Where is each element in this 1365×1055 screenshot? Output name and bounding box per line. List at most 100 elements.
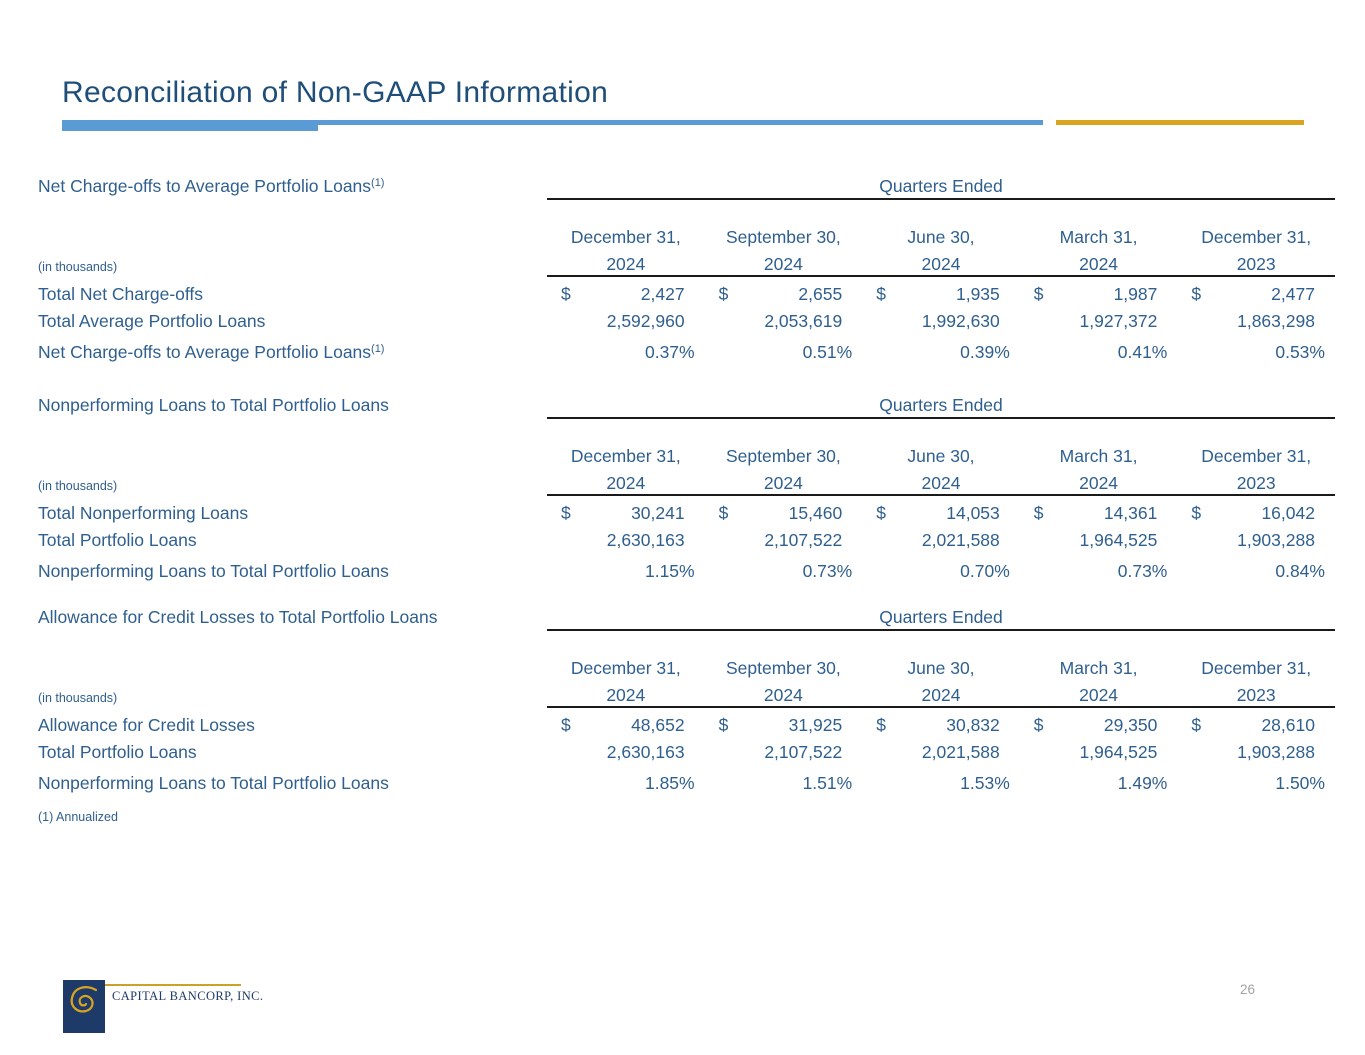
data-row: Total Net Charge-offs $2,427 $2,655 $1,935 $…: [38, 281, 1335, 308]
section-label: Nonperforming Loans to Total Portfolio L…: [38, 395, 389, 416]
value-cell: 0.53%: [1177, 342, 1335, 363]
title-underline-gold: [1056, 120, 1304, 125]
header-rule-top: [547, 629, 1335, 631]
column-header-line1: March 31,: [1059, 446, 1138, 466]
value-cell: 0.39%: [862, 342, 1020, 363]
value-cell: $16,042: [1177, 503, 1335, 524]
column-header: September 30, 2024: [705, 655, 863, 709]
cell-value: 1.53%: [960, 773, 1010, 793]
column-header-line1: December 31,: [570, 227, 681, 247]
data-row: Total Portfolio Loans 2,630,163 2,107,522 2…: [38, 739, 1335, 766]
column-header-line2: 2024: [763, 685, 803, 705]
cell-value: 0.84%: [1275, 561, 1325, 581]
cell-value: 2,592,960: [606, 311, 685, 331]
dollar-sign: $: [561, 503, 571, 523]
column-header: June 30, 2024: [862, 655, 1020, 709]
column-header: December 31, 2024: [547, 224, 705, 278]
cell-value: 1,903,288: [1237, 742, 1315, 762]
cell-value: 1.15%: [644, 561, 695, 581]
column-header-line1: December 31,: [570, 446, 681, 466]
column-header-line1: June 30,: [907, 227, 975, 247]
value-cell: $1,987: [1020, 284, 1178, 305]
cell-value: 48,652: [631, 715, 685, 735]
row-label: Allowance for Credit Losses: [38, 715, 547, 736]
row-label-text: Allowance for Credit Losses: [38, 715, 255, 735]
cell-value: 1,903,288: [1237, 530, 1315, 550]
page-title: Reconciliation of Non-GAAP Information: [62, 76, 609, 109]
column-header-line1: September 30,: [725, 658, 841, 678]
cell-value: 1.49%: [1117, 773, 1168, 793]
column-header: September 30, 2024: [705, 443, 863, 497]
column-header-line2: 2024: [1079, 473, 1119, 493]
dollar-sign: $: [718, 715, 729, 735]
column-header: March 31, 2024: [1020, 443, 1178, 497]
row-label-superscript: (1): [371, 343, 385, 355]
cell-value: 30,832: [946, 715, 1000, 735]
column-header-line1: December 31,: [570, 658, 681, 678]
row-label: Total Net Charge-offs: [38, 284, 547, 305]
column-header-line2: 2023: [1236, 685, 1276, 705]
value-cell: $2,477: [1177, 284, 1335, 305]
column-header: September 30, 2024: [705, 224, 863, 278]
table-section-allowance-credit-losses: Allowance for Credit Losses to Total Por…: [38, 607, 1335, 812]
value-cell: $48,652: [547, 715, 705, 736]
row-label-text: Total Average Portfolio Loans: [38, 311, 266, 331]
column-header-line1: March 31,: [1059, 227, 1138, 247]
column-header: June 30, 2024: [862, 224, 1020, 278]
cell-value: 1,987: [1113, 284, 1158, 304]
data-row: Allowance for Credit Losses $48,652 $31,92…: [38, 712, 1335, 739]
column-header: June 30, 2024: [862, 443, 1020, 497]
data-row: Nonperforming Loans to Total Portfolio L…: [38, 770, 1335, 797]
value-cell: 2,107,522: [705, 530, 863, 551]
value-cell: 1,863,298: [1177, 311, 1335, 332]
dollar-sign: $: [561, 715, 571, 735]
cell-value: 1.85%: [644, 773, 695, 793]
cell-value: 2,107,522: [764, 530, 843, 550]
value-cell: 1.53%: [862, 773, 1020, 794]
row-label: Net Charge-offs to Average Portfolio Loa…: [38, 342, 547, 363]
column-header: March 31, 2024: [1020, 224, 1178, 278]
dollar-sign: $: [1191, 284, 1202, 304]
dollar-sign: $: [876, 284, 886, 304]
value-cell: 0.51%: [705, 342, 863, 363]
cell-value: 2,021,588: [921, 742, 1000, 762]
section-label: Net Charge-offs to Average Portfolio Loa…: [38, 176, 384, 197]
value-cell: 2,021,588: [862, 530, 1020, 551]
section-label-superscript: (1): [371, 177, 385, 189]
units-note: (in thousands): [38, 691, 118, 705]
column-headers: December 31, 2024 September 30, 2024 June 30…: [547, 655, 1335, 709]
value-cell: $14,361: [1020, 503, 1178, 524]
footnote: (1) Annualized: [38, 810, 118, 824]
value-cell: $15,460: [705, 503, 863, 524]
section-label: Allowance for Credit Losses to Total Por…: [38, 607, 437, 628]
column-header-line2: 2023: [1236, 254, 1276, 274]
dollar-sign: $: [1033, 503, 1044, 523]
column-header-line1: September 30,: [725, 227, 841, 247]
column-header-line1: March 31,: [1059, 658, 1138, 678]
cell-value: 1,964,525: [1079, 530, 1158, 550]
value-cell: $28,610: [1177, 715, 1335, 736]
table-rows: Total Nonperforming Loans $30,241 $15,460 $…: [38, 500, 1335, 585]
column-header: December 31, 2023: [1177, 224, 1335, 278]
quarters-ended-label: Quarters Ended: [879, 607, 1003, 627]
row-label: Total Nonperforming Loans: [38, 503, 547, 524]
company-logo: CAPITAL BANCORP, INC.: [63, 980, 303, 1040]
section-label-text: Net Charge-offs to Average Portfolio Loa…: [38, 176, 372, 196]
cell-value: 1.51%: [802, 773, 853, 793]
cell-value: 29,350: [1103, 715, 1158, 735]
cell-value: 2,630,163: [606, 530, 685, 550]
column-header-line2: 2024: [763, 473, 803, 493]
cell-value: 1,863,298: [1237, 311, 1315, 331]
row-label-text: Nonperforming Loans to Total Portfolio L…: [38, 561, 389, 581]
column-header-line1: June 30,: [907, 658, 975, 678]
column-header-line2: 2024: [921, 254, 961, 274]
value-cell: 1.15%: [547, 561, 705, 582]
row-label-text: Net Charge-offs to Average Portfolio Loa…: [38, 342, 372, 362]
row-label: Nonperforming Loans to Total Portfolio L…: [38, 561, 547, 582]
column-header-line2: 2024: [1079, 254, 1119, 274]
value-cell: $2,427: [547, 284, 705, 305]
row-label-text: Total Portfolio Loans: [38, 530, 197, 550]
cell-value: 0.41%: [1117, 342, 1168, 362]
cell-value: 16,042: [1261, 503, 1315, 523]
